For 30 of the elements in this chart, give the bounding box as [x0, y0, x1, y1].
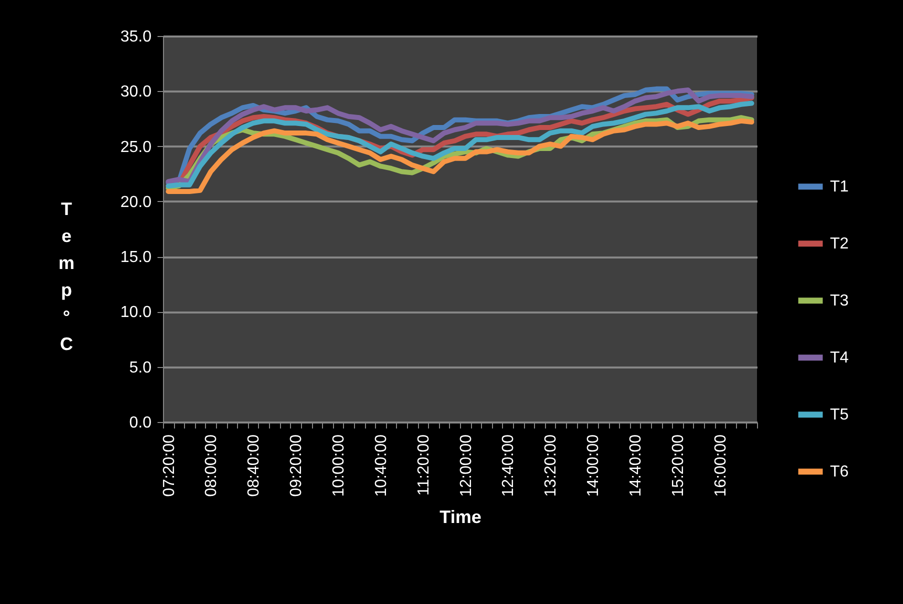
y-tick-label: 0.0	[129, 414, 152, 432]
x-tick-label: 14:40:00	[628, 434, 645, 497]
x-tick-label: 12:00:00	[458, 434, 475, 497]
x-tick-label: 10:00:00	[330, 434, 348, 497]
y-axis-title: Temp °C	[58, 199, 75, 354]
y-tick-label: 30.0	[120, 84, 152, 101]
y-tick-label: 5.0	[129, 359, 152, 376]
legend-label: T3	[830, 292, 849, 310]
legend-label: T5	[830, 406, 849, 424]
x-tick-label: 08:00:00	[203, 434, 220, 497]
legend-label: T4	[830, 350, 849, 367]
legend-label: T1	[830, 178, 849, 196]
legend-label: T6	[830, 464, 849, 481]
x-tick-label: 10:40:00	[372, 434, 390, 497]
y-tick-label: 20.0	[120, 194, 152, 211]
legend-label: T2	[830, 236, 849, 253]
x-tick-label: 12:40:00	[500, 434, 518, 497]
x-tick-label: 07:20:00	[160, 434, 178, 497]
x-tick-label: 16:00:00	[712, 434, 730, 497]
y-tick-label: 15.0	[120, 249, 152, 266]
x-tick-label: 13:20:00	[542, 434, 560, 497]
y-tick-label: 35.0	[120, 28, 152, 46]
y-tick-label: 10.0	[120, 304, 152, 322]
x-tick-label: 08:40:00	[246, 434, 263, 497]
x-tick-label: 09:20:00	[288, 434, 306, 497]
x-tick-label: 14:00:00	[585, 434, 602, 497]
y-tick-label: 25.0	[120, 138, 152, 156]
x-tick-label: 11:20:00	[415, 434, 432, 496]
x-axis-title: Time	[440, 506, 482, 527]
x-tick-label: 15:20:00	[670, 434, 687, 497]
